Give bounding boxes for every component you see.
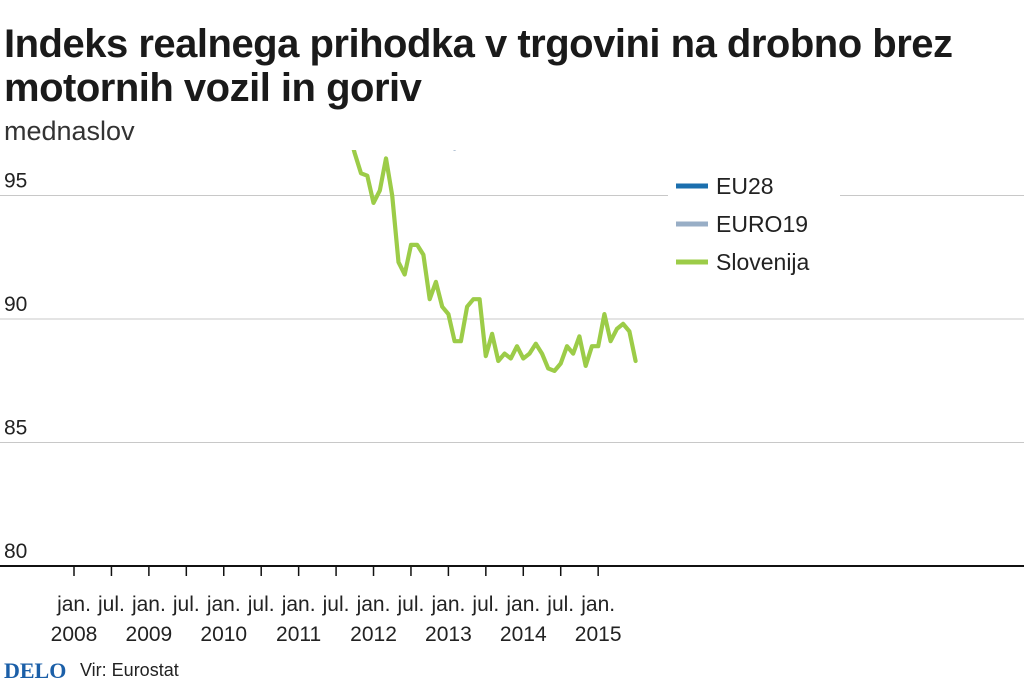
y-axis-labels: 80859095100105110 bbox=[4, 170, 27, 564]
y-tick-label-85: 85 bbox=[4, 417, 27, 440]
x-tick-label-month-6: jan. bbox=[281, 593, 316, 616]
y-tick-label-90: 90 bbox=[4, 293, 27, 316]
legend: EU28 EURO19 Slovenija bbox=[668, 166, 840, 284]
series-line-slovenija bbox=[351, 150, 638, 373]
x-tick-label-year-6: 2011 bbox=[276, 623, 321, 646]
x-tick-label-month-14: jan. bbox=[580, 593, 615, 616]
gridlines bbox=[0, 195, 1024, 567]
y-tick-label-95: 95 bbox=[4, 170, 27, 193]
x-tick-label-month-4: jan. bbox=[206, 593, 241, 616]
x-tick-label-month-13: jul. bbox=[546, 593, 574, 616]
footer: DELO Vir: Eurostat bbox=[0, 658, 400, 684]
legend-label-eu28: EU28 bbox=[716, 173, 774, 199]
x-tick-label-month-7: jul. bbox=[322, 593, 350, 616]
x-tick-label-month-1: jul. bbox=[97, 593, 125, 616]
line-chart: 80859095100105110 jan.2008jul.jan.2009ju… bbox=[0, 150, 1024, 646]
x-tick-label-month-2: jan. bbox=[131, 593, 166, 616]
chart-subtitle: mednaslov bbox=[4, 116, 135, 146]
x-tick-label-year-10: 2013 bbox=[425, 623, 472, 646]
x-tick-label-year-4: 2010 bbox=[200, 623, 247, 646]
legend-label-euro19: EURO19 bbox=[716, 211, 808, 237]
source-note: Vir: Eurostat bbox=[80, 660, 179, 680]
x-tick-label-month-11: jul. bbox=[471, 593, 499, 616]
x-tick-label-month-0: jan. bbox=[56, 593, 91, 616]
x-tick-label-year-2: 2009 bbox=[126, 623, 173, 646]
delo-logo: DELO bbox=[4, 658, 67, 683]
y-tick-label-80: 80 bbox=[4, 540, 27, 563]
x-tick-label-month-8: jan. bbox=[356, 593, 391, 616]
series-lines bbox=[351, 150, 638, 373]
x-tick-label-year-12: 2014 bbox=[500, 623, 547, 646]
x-tick-label-year-8: 2012 bbox=[350, 623, 397, 646]
x-tick-label-month-12: jan. bbox=[505, 593, 540, 616]
x-tick-label-month-5: jul. bbox=[247, 593, 275, 616]
x-tick-label-year-0: 2008 bbox=[51, 623, 98, 646]
x-tick-label-month-3: jul. bbox=[172, 593, 200, 616]
chart-title: Indeks realnega prihodka v trgovini na d… bbox=[4, 22, 953, 110]
x-tick-label-month-10: jan. bbox=[430, 593, 465, 616]
x-tick-label-year-14: 2015 bbox=[575, 623, 622, 646]
legend-label-slovenija: Slovenija bbox=[716, 249, 810, 275]
x-tick-label-month-9: jul. bbox=[397, 593, 425, 616]
